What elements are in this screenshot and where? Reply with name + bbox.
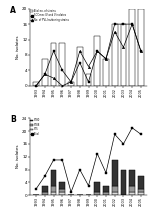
Bar [42, 186, 48, 192]
Bar [112, 24, 118, 86]
Text: A: A [10, 6, 16, 15]
Bar [103, 192, 109, 195]
Bar [59, 189, 65, 192]
Bar [51, 186, 56, 192]
Bar [138, 9, 144, 86]
Bar [42, 192, 48, 195]
Bar [51, 43, 56, 86]
Y-axis label: No. isolates: No. isolates [16, 145, 20, 168]
Bar [129, 186, 135, 192]
Bar [51, 192, 56, 195]
Bar [77, 47, 83, 86]
Bar [129, 170, 135, 186]
Bar [138, 189, 144, 192]
Text: B: B [10, 115, 16, 124]
Bar [59, 182, 65, 189]
Bar [59, 192, 65, 195]
Bar [103, 59, 109, 86]
Legend: ST80, ST88, ST5, Total: ST80, ST88, ST5, Total [30, 118, 40, 136]
Bar [68, 82, 74, 86]
Legend: Total no. of strains, SCCmec IV and V isolates, No. of PVL-harboring strains: Total no. of strains, SCCmec IV and V is… [30, 9, 68, 22]
Bar [94, 192, 100, 195]
Bar [129, 192, 135, 195]
Bar [121, 24, 126, 86]
Bar [42, 59, 48, 86]
Bar [33, 82, 39, 86]
Bar [94, 36, 100, 86]
Bar [138, 176, 144, 189]
Bar [103, 186, 109, 192]
Bar [112, 160, 118, 186]
Bar [121, 170, 126, 195]
Bar [86, 74, 91, 86]
Bar [112, 186, 118, 192]
Bar [112, 192, 118, 195]
Bar [51, 170, 56, 186]
Y-axis label: No. isolates: No. isolates [16, 36, 20, 59]
Bar [94, 182, 100, 192]
Bar [59, 43, 65, 86]
Bar [138, 192, 144, 195]
Bar [129, 9, 135, 86]
